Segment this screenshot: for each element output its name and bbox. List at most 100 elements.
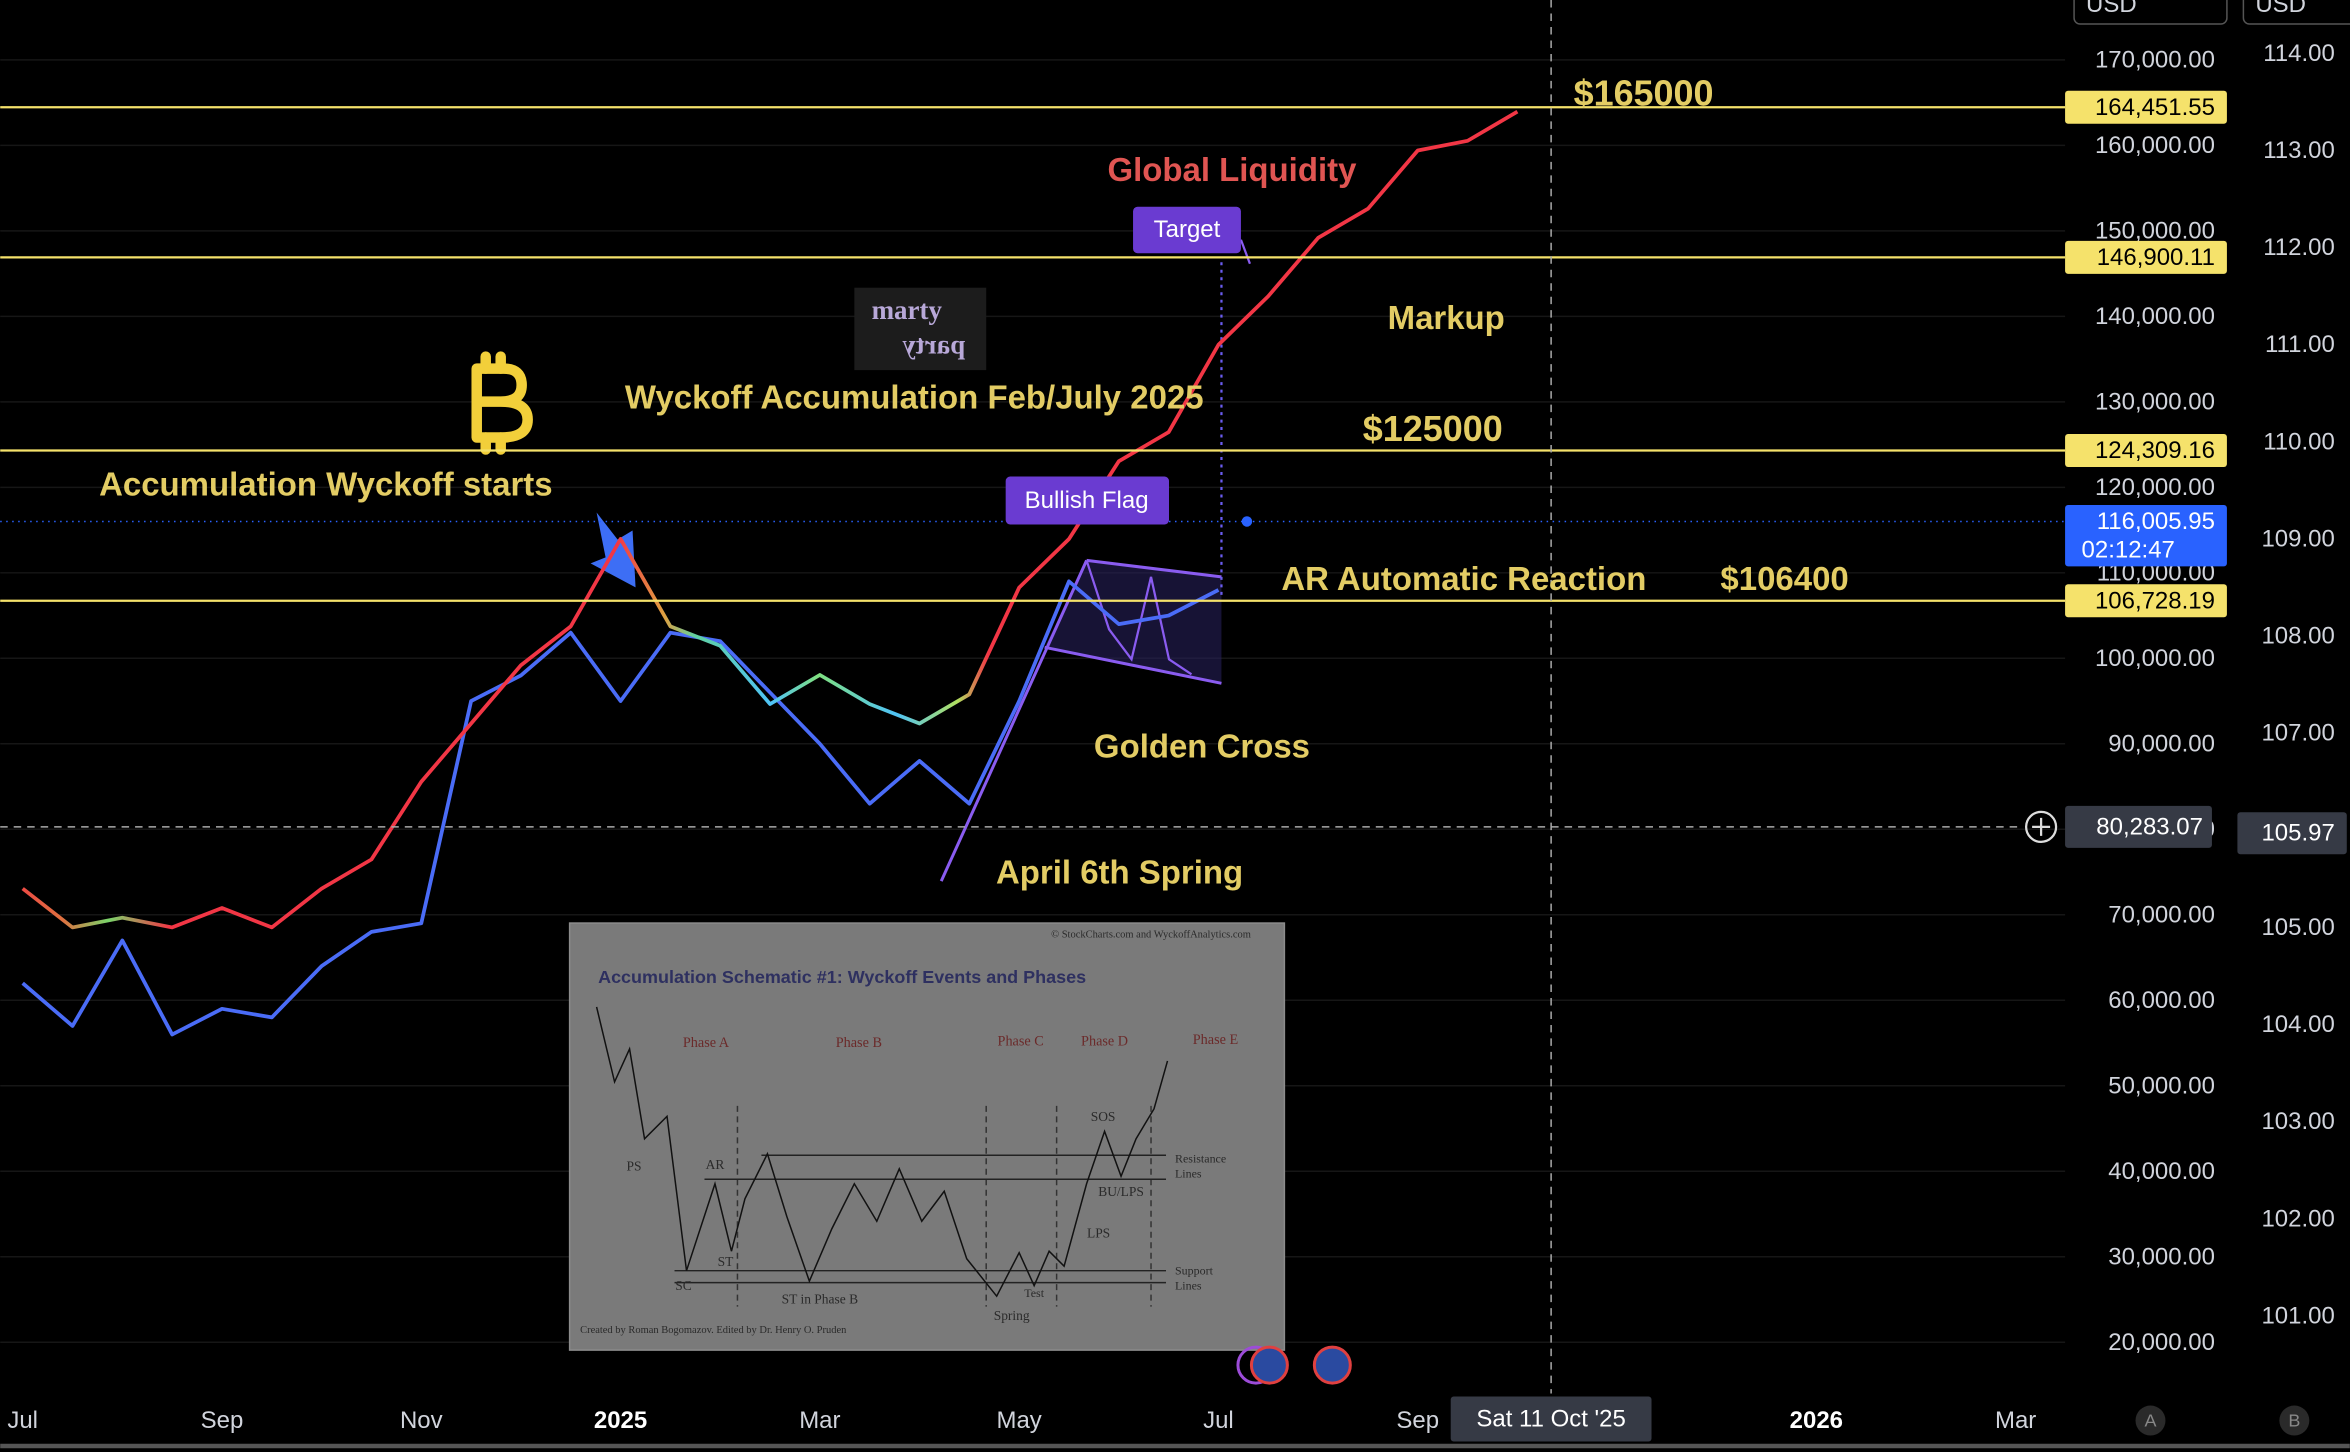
y-tick-label: 160,000.00 [2095, 132, 2215, 159]
flag-line [1086, 558, 1222, 579]
x-tick-label: Nov [400, 1407, 443, 1434]
series-line [21, 579, 1220, 1037]
price-label: 106,728.19 [2095, 587, 2215, 614]
last-price-box [2065, 504, 2227, 567]
trend-line [939, 559, 1088, 882]
annotation: Target [1154, 216, 1221, 243]
annotation: $125000 [1363, 408, 1503, 449]
crosshair-y2-label: 105.97 [2261, 820, 2334, 847]
y2-tick-label: 109.00 [2261, 525, 2334, 552]
watermark-text: party [902, 330, 965, 360]
event-label: SC [675, 1278, 691, 1293]
y-tick-label: 60,000.00 [2108, 987, 2215, 1014]
x-tick-label: 2026 [1790, 1407, 1843, 1434]
price-label-box [2065, 433, 2227, 467]
annotation: AR Automatic Reaction [1281, 560, 1646, 597]
y2-tick-label: 107.00 [2261, 720, 2334, 747]
y2-tick-label: 114.00 [2263, 40, 2335, 67]
crosshair-date-box [1450, 1396, 1652, 1442]
x-tick-label: Mar [799, 1407, 840, 1434]
y-tick-label: 130,000.00 [2095, 388, 2215, 415]
x-tick-label: May [997, 1407, 1042, 1434]
scale-button[interactable] [2279, 1405, 2310, 1436]
phase-dividers [736, 1105, 1152, 1307]
event-label: ST in Phase B [782, 1292, 858, 1307]
currency-button[interactable] [2242, 0, 2350, 25]
y-tick-label: 140,000.00 [2095, 303, 2215, 330]
price-label-box [2065, 90, 2227, 124]
scale-button[interactable] [2135, 1405, 2166, 1436]
y2-tick-label: 110.00 [2263, 428, 2335, 455]
inset-title: Accumulation Schematic #1: Wyckoff Event… [598, 967, 1086, 987]
annotation: Wyckoff Accumulation Feb/July 2025 [625, 379, 1204, 416]
event-label: Spring [994, 1308, 1030, 1323]
y-tick-label: 100,000.00 [2095, 645, 2215, 672]
event-label: PS [627, 1158, 642, 1173]
price-label-box [2065, 584, 2227, 618]
event-icon [1249, 1345, 1289, 1385]
event-label: AR [706, 1157, 725, 1172]
phase-label: Phase A [683, 1035, 730, 1051]
axes: 20,000.00 30,000.00 40,000.00 50,000.00 60,0… [0, 40, 2350, 1449]
y-tick-label: 90,000.00 [2108, 730, 2215, 757]
phase-label: Phase C [998, 1033, 1044, 1049]
inset-copyright: © StockCharts.com and WyckoffAnalytics.c… [1051, 930, 1251, 941]
x-tick-label: 2025 [594, 1407, 647, 1434]
resistance-label: Lines [1175, 1166, 1202, 1180]
y-tick-label: 50,000.00 [2108, 1072, 2215, 1099]
currency-label[interactable]: USD [2255, 0, 2306, 18]
watermark-box [854, 287, 987, 371]
add-alert-button[interactable] [2024, 810, 2058, 843]
support-label: Support [1175, 1264, 1214, 1278]
y-tick-label: 170,000.00 [2095, 46, 2215, 73]
y2-tick-label: 102.00 [2261, 1205, 2334, 1232]
price-label: 124,309.16 [2095, 437, 2215, 464]
y-tick-label: 70,000.00 [2108, 901, 2215, 928]
price-label: 146,900.11 [2097, 244, 2215, 271]
plot [0, 0, 2066, 1394]
inset-frame [568, 922, 1286, 1351]
event-label: Test [1024, 1286, 1044, 1300]
flag-zigzag [1085, 560, 1193, 676]
currency-label[interactable]: USD [2086, 0, 2137, 18]
watermark: marty party [854, 287, 987, 371]
event-label: ST [718, 1254, 734, 1269]
phase-label: Phase D [1081, 1033, 1128, 1049]
y2-tick-label: 111.00 [2265, 331, 2335, 358]
y-tick-label: 20,000.00 [2108, 1329, 2215, 1356]
inset-schematic: © StockCharts.com and WyckoffAnalytics.c… [568, 922, 1286, 1351]
y2-tick-label: 104.00 [2261, 1011, 2334, 1038]
x-tick-label: Mar [1995, 1407, 2036, 1434]
event-icons [1236, 1345, 1352, 1385]
watermark-text: marty [872, 295, 943, 325]
support-label: Lines [1175, 1279, 1202, 1293]
annotation: Golden Cross [1094, 728, 1310, 765]
support-resistance [674, 1154, 1167, 1284]
last-price-label: 116,005.95 [2097, 508, 2215, 535]
y2-tick-label: 103.00 [2261, 1108, 2334, 1135]
annotation: Accumulation Wyckoff starts [99, 466, 553, 503]
event-label: SOS [1091, 1109, 1116, 1124]
y2-tick-label: 113.00 [2263, 137, 2335, 164]
crosshair-price-label: 80,283.07 [2096, 813, 2203, 840]
y-tick-label: 150,000.00 [2095, 217, 2215, 244]
annotation: Global Liquidity [1107, 151, 1357, 188]
event-label: LPS [1087, 1226, 1110, 1241]
crosshair-y2-box [2237, 812, 2347, 855]
scale-button-label[interactable]: B [2288, 1411, 2300, 1431]
label-box [1005, 476, 1170, 525]
scale-button-label[interactable]: A [2144, 1411, 2156, 1431]
countdown-label: 02:12:47 [2082, 536, 2175, 563]
annotation: $106400 [1720, 560, 1848, 597]
last-price-dot [1241, 516, 1253, 527]
add-alert-icon [2032, 817, 2051, 836]
y2-tick-label: 112.00 [2263, 234, 2335, 261]
y2-tick-label: 105.00 [2261, 914, 2334, 941]
currency-button[interactable] [2073, 0, 2228, 25]
inset-credit: Created by Roman Bogomazov. Edited by Dr… [580, 1325, 847, 1336]
target-pointer [1239, 239, 1251, 265]
y-tick-label: 120,000.00 [2095, 474, 2215, 501]
annotation: April 6th Spring [996, 854, 1243, 891]
